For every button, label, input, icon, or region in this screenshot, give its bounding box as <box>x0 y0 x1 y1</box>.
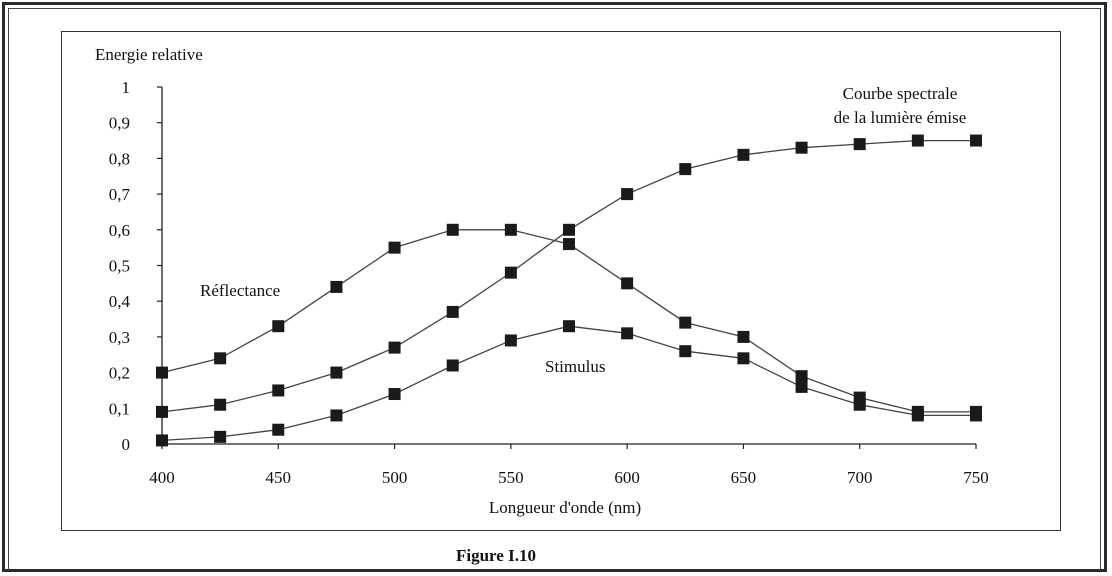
x-tick-label: 650 <box>731 468 757 487</box>
data-point-marker <box>853 138 866 151</box>
data-point-marker <box>737 352 750 365</box>
y-tick-label: 0,9 <box>109 114 130 133</box>
y-tick-label: 1 <box>122 78 131 97</box>
series-labels: Courbe spectrale de la lumière émise Réfle… <box>200 84 966 376</box>
figure-inner-frame <box>8 8 1101 570</box>
series-label-3: Stimulus <box>545 357 605 376</box>
data-point-marker <box>970 134 982 147</box>
data-point-marker <box>679 316 692 329</box>
data-point-marker <box>272 384 285 397</box>
figure-caption-text: Figure I.10 <box>456 546 536 565</box>
data-point-marker <box>679 163 692 176</box>
data-point-marker <box>214 398 227 411</box>
data-point-marker <box>504 266 517 279</box>
y-tick-label: 0,1 <box>109 399 130 418</box>
data-point-marker <box>737 148 750 161</box>
data-point-marker <box>330 409 343 422</box>
x-tick-label: 450 <box>266 468 292 487</box>
data-point-marker <box>272 423 285 436</box>
y-tick-label: 0,6 <box>109 221 130 240</box>
y-tick-label: 0,8 <box>109 149 130 168</box>
data-point-marker <box>911 409 924 422</box>
x-tick-label: 600 <box>614 468 640 487</box>
series-label-1: Courbe spectrale <box>843 84 958 103</box>
y-tick-label: 0,2 <box>109 364 130 383</box>
data-point-marker <box>330 366 343 379</box>
data-point-marker <box>330 280 343 293</box>
data-point-marker <box>911 134 924 147</box>
y-tick-label: 0,7 <box>109 185 131 204</box>
data-point-marker <box>446 305 459 318</box>
series-markers <box>156 134 982 447</box>
data-point-marker <box>214 430 227 443</box>
data-point-marker <box>970 409 982 422</box>
data-point-marker <box>388 388 401 401</box>
y-tick-label: 0,5 <box>109 257 130 276</box>
series-label-1: de la lumière émise <box>834 108 967 127</box>
y-tick-label: 0 <box>122 435 131 454</box>
y-tick-label: 0,4 <box>109 292 131 311</box>
data-point-marker <box>621 327 634 340</box>
data-point-marker <box>621 188 634 201</box>
x-tick-label: 400 <box>149 468 175 487</box>
data-point-marker <box>446 359 459 372</box>
data-point-marker <box>679 345 692 358</box>
data-point-marker <box>853 398 866 411</box>
x-tick-label: 700 <box>847 468 873 487</box>
chart-border <box>61 31 1061 531</box>
series-label-2: Réflectance <box>200 281 280 300</box>
data-point-marker <box>156 405 168 418</box>
data-point-marker <box>156 434 168 447</box>
data-point-marker <box>272 320 285 333</box>
data-point-marker <box>621 277 634 290</box>
data-point-marker <box>563 238 575 251</box>
data-point-marker <box>214 352 227 365</box>
data-point-marker <box>737 330 750 343</box>
y-tick-label: 0,3 <box>109 328 130 347</box>
x-axis-title: Longueur d'onde (nm) <box>489 498 641 517</box>
x-tick-label: 550 <box>498 468 524 487</box>
data-point-marker <box>795 370 808 383</box>
data-point-marker <box>388 341 401 354</box>
data-point-marker <box>795 380 808 393</box>
data-point-marker <box>504 223 517 236</box>
data-point-marker <box>563 320 575 333</box>
series-line-3 <box>161 325 976 442</box>
data-point-marker <box>156 366 168 379</box>
data-point-marker <box>388 241 401 254</box>
data-point-marker <box>795 141 808 154</box>
data-point-marker <box>446 223 459 236</box>
x-tick-label: 500 <box>382 468 408 487</box>
x-tick-label: 750 <box>963 468 989 487</box>
data-point-marker <box>563 223 575 236</box>
y-axis-title: Energie relative <box>95 45 203 64</box>
data-point-marker <box>504 334 517 347</box>
chart-axes: 0 0,1 0,2 0,3 0,4 0,5 0,6 0,7 0,8 0,9 1 400 450 500 55… <box>109 78 989 487</box>
